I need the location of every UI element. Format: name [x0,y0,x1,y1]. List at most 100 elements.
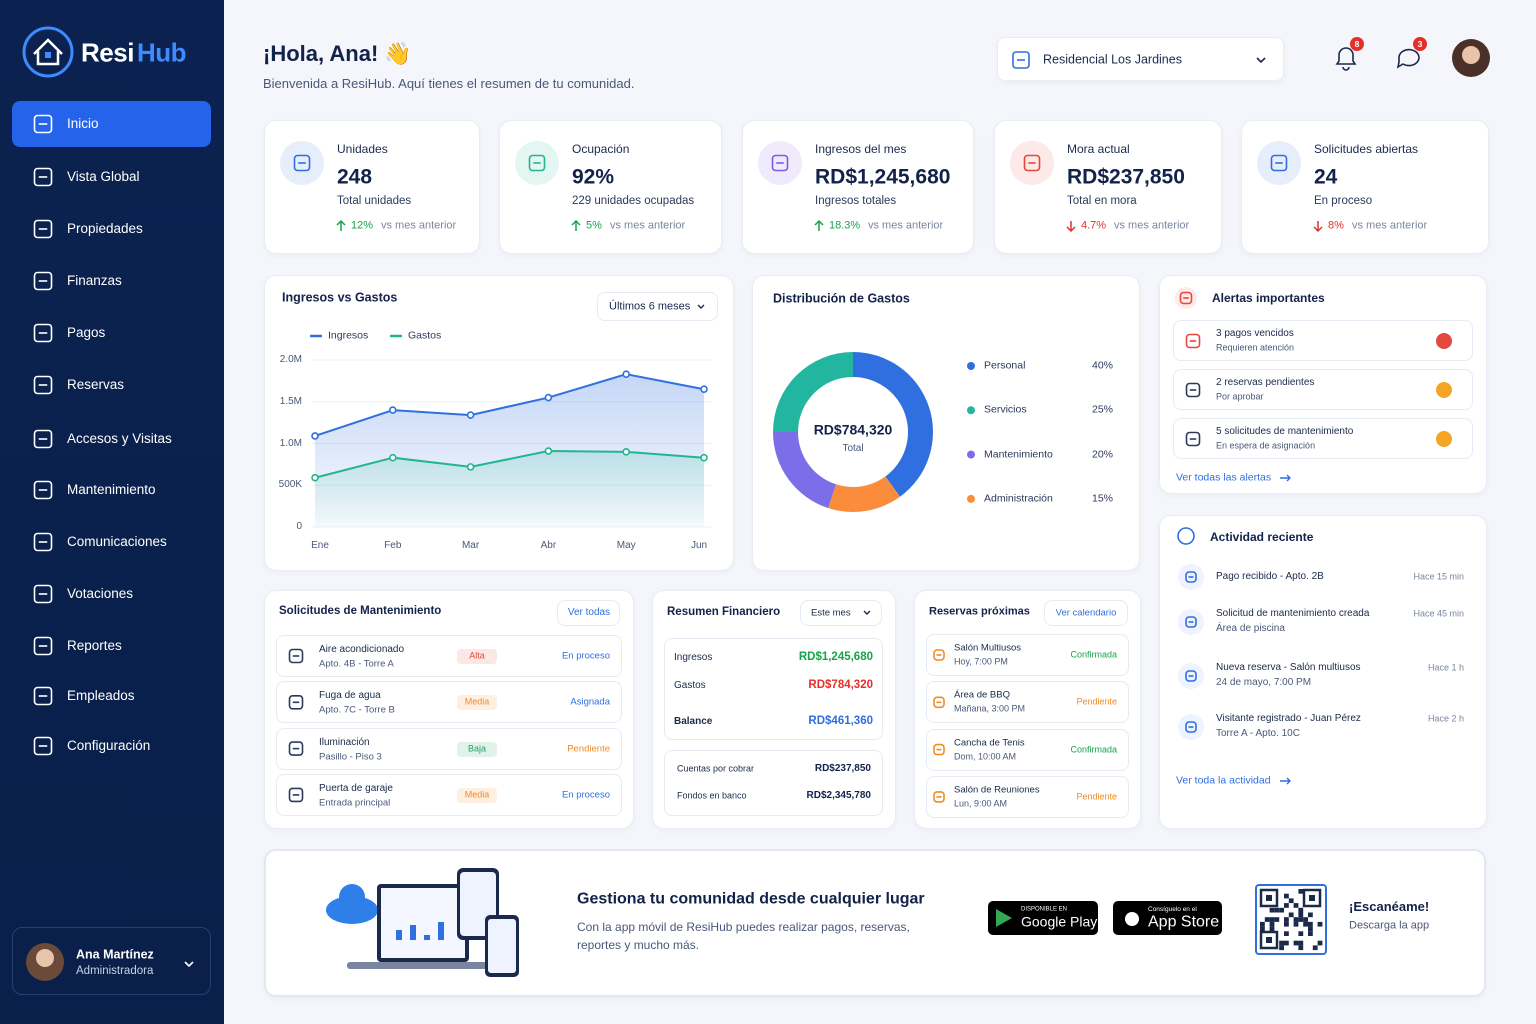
finance-label: Fondos en banco [677,790,747,801]
kpi-label: Mora actual [1067,141,1130,156]
promo-title: Gestiona tu comunidad desde cualquier lu… [577,890,925,908]
button-label[interactable]: Ver todas [567,607,611,618]
header-avatar [1452,39,1490,77]
y-tick-label: 500K [278,479,302,491]
store-small: DISPONIBLE EN [1021,906,1068,913]
finance-value: RD$2,345,780 [806,790,872,801]
x-tick-label: Feb [384,540,402,551]
maintenance-row[interactable] [276,635,622,677]
finance-value: RD$1,245,680 [798,651,873,664]
nav-active-bg[interactable] [12,101,211,147]
activity-card [1159,515,1487,829]
priority-label: Baja [467,743,487,754]
nav-item[interactable]: Reservas [67,376,125,392]
priority-label: Media [464,696,490,707]
booking-sub: Lun, 9:00 AM [954,798,1008,809]
alert-item[interactable] [1173,320,1473,361]
booking-status: Confirmada [1070,649,1117,660]
community-select[interactable] [997,37,1284,81]
status-label: En proceso [561,650,610,662]
kpi-label: Solicitudes abiertas [1314,141,1419,156]
finance-label: Ingresos [674,652,713,663]
status-label: Pendiente [567,742,610,754]
row-sub: Apto. 4B - Torre A [319,658,394,670]
alert-sub: En espera de asignación [1216,440,1316,451]
maintenance-row[interactable] [276,727,622,770]
header-avatar [1462,46,1480,64]
kpi-compare: vs mes anterior [1352,219,1428,232]
nav-item[interactable]: Vista Global [67,168,140,184]
button[interactable] [1044,600,1128,626]
alert-title: 5 solicitudes de mantenimiento [1216,426,1354,437]
nav-item[interactable]: Comunicaciones [67,533,167,549]
legend-label: Administración [984,492,1053,505]
brand-name: Hub [137,37,187,68]
nav-item[interactable]: Empleados [67,687,135,703]
nav-item[interactable]: Reportes [67,637,122,653]
nav-item[interactable]: Finanzas [67,272,122,288]
booking-item[interactable] [926,775,1129,818]
kpi-sub: Ingresos totales [815,195,897,208]
brand-name: Resi [81,37,134,68]
user-card[interactable] [12,927,211,995]
kpi-change: 8% [1328,219,1344,232]
link[interactable]: Ver toda la actividad [1176,774,1271,787]
period-select[interactable] [800,600,882,626]
booking-item[interactable] [926,728,1129,771]
greeting: ¡Hola, Ana! 👋 [263,40,412,66]
button[interactable] [557,600,620,626]
booking-title: Cancha de Tenis [954,736,1025,748]
kpi-value: 248 [337,165,373,189]
community-name: Residencial Los Jardines [1043,52,1182,67]
kpi-value: 24 [1314,165,1338,189]
greeting-subtitle: Bienvenida a ResiHub. Aquí tienes el res… [263,76,635,92]
kpi-change: 5% [586,219,602,232]
row-sub: Entrada principal [319,797,391,809]
store-small: Consíguelo en el [1148,906,1197,914]
legend-label: Gastos [408,329,442,342]
priority-badge [457,695,497,711]
message-icon [1396,48,1420,69]
link[interactable]: Ver todas las alertas [1176,471,1272,484]
nav-item[interactable]: Configuración [67,737,151,753]
message-count[interactable]: 3 [1417,38,1423,49]
kpi-compare: vs mes anterior [868,219,944,232]
nav-item[interactable]: Inicio [67,115,99,131]
legend-label: Servicios [984,404,1027,416]
legend-label: Personal [984,359,1026,372]
maintenance-row[interactable] [276,773,622,816]
booking-item[interactable] [926,634,1129,676]
x-tick-label: Ene [311,540,329,551]
kpi-card [742,120,974,254]
nav-item[interactable]: Mantenimiento [67,481,156,497]
y-tick-label: 0 [296,521,302,532]
nav-item[interactable]: Pagos [67,324,106,340]
legend-value: 40% [1091,359,1113,372]
row-sub: Pasillo - Piso 3 [319,750,382,762]
booking-title: Área de BBQ [954,689,1010,701]
y-tick-label: 1.0M [279,437,302,449]
alert-item[interactable] [1173,418,1473,459]
notification-count[interactable]: 8 [1354,38,1360,49]
activity-time: Hace 1 h [1427,662,1464,673]
maintenance-row[interactable] [276,681,622,724]
kpi-sub: En proceso [1314,195,1373,208]
booking-sub: Mañana, 3:00 PM [954,703,1026,714]
period-label[interactable]: Últimos 6 meses [609,300,691,313]
donut-center-label: Total [842,443,864,454]
period-label[interactable]: Este mes [811,607,851,619]
chart-title: Distribución de Gastos [773,291,910,306]
alert-item[interactable] [1173,369,1473,410]
booking-item[interactable] [926,681,1129,724]
button-label[interactable]: Ver calendario [1055,607,1117,619]
legend-value: 25% [1091,404,1113,416]
priority-badge [457,649,497,664]
card-title: Solicitudes de Mantenimiento [279,605,442,618]
nav-item[interactable]: Accesos y Visitas [67,430,172,446]
row-title: Puerta de garaje [319,782,393,794]
nav-item[interactable]: Votaciones [67,585,134,601]
row-sub: Apto. 7C - Torre B [319,704,395,716]
nav-item[interactable]: Propiedades [67,220,143,236]
